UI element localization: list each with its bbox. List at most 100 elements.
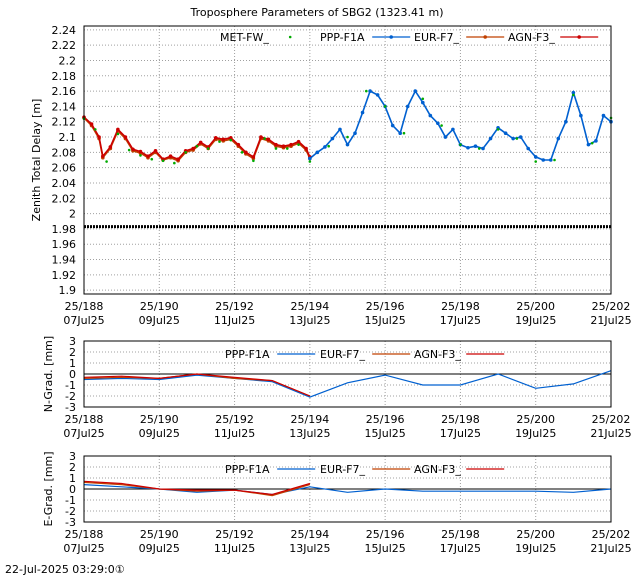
x-tick-label-top: 25/188 — [65, 300, 104, 313]
legend-label: AGN-F3_ — [414, 348, 461, 361]
ztd-panel: 1.91.921.941.961.9822.022.042.062.082.12… — [30, 24, 632, 327]
data-point-agn — [168, 154, 173, 158]
x-tick-label-bottom: 07Jul25 — [63, 427, 104, 440]
x-tick-label-top: 25/196 — [366, 413, 405, 426]
data-point-met — [402, 131, 406, 135]
x-tick-label-bottom: 15Jul25 — [365, 314, 406, 327]
data-point-agn — [108, 145, 113, 149]
data-point-agn — [266, 137, 271, 142]
data-point-met — [240, 151, 244, 154]
x-tick-label-top: 25/202 — [592, 528, 631, 541]
data-point-met — [184, 151, 187, 154]
legend-marker — [483, 35, 488, 39]
data-point-ppp — [338, 127, 342, 132]
data-point-met — [206, 147, 210, 150]
x-tick-label-bottom: 19Jul25 — [515, 427, 556, 440]
plot-frame — [83, 340, 612, 408]
x-tick-label-bottom: 09Jul25 — [139, 314, 180, 327]
data-point-ppp — [413, 89, 418, 93]
data-point-ppp — [451, 127, 455, 132]
y-tick-label: 1 — [69, 357, 76, 370]
y-tick-label: 2.08 — [52, 146, 77, 159]
data-point-agn — [153, 149, 158, 153]
y-tick-label: -1 — [65, 379, 76, 392]
y-tick-label: -3 — [65, 401, 76, 414]
data-point-ppp — [541, 158, 546, 162]
data-point-ppp — [571, 90, 576, 95]
data-point-met — [274, 147, 278, 150]
x-tick-label-bottom: 21Jul25 — [590, 542, 631, 555]
y-tick-label: -1 — [65, 494, 76, 507]
data-point-met — [229, 138, 233, 142]
data-point-ppp — [473, 144, 478, 149]
y-tick-label: 2.12 — [52, 116, 77, 129]
x-tick-label-bottom: 15Jul25 — [365, 542, 406, 555]
x-tick-label-bottom: 07Jul25 — [63, 314, 104, 327]
data-point-agn — [131, 147, 135, 152]
x-tick-label-bottom: 11Jul25 — [214, 314, 255, 327]
y-tick-label: 2.16 — [52, 85, 77, 98]
data-point-met — [105, 160, 108, 163]
series-line-eur — [83, 117, 311, 162]
x-tick-label-bottom: 17Jul25 — [440, 427, 481, 440]
data-point-met — [346, 135, 349, 139]
data-point-met — [440, 124, 443, 127]
x-tick-label-bottom: 11Jul25 — [214, 542, 255, 555]
legend-label: PPP-F1A — [225, 463, 270, 476]
data-point-agn — [101, 154, 105, 158]
series-line-eur — [83, 481, 311, 497]
data-point-met — [195, 144, 199, 148]
x-tick-label-bottom: 09Jul25 — [139, 427, 180, 440]
y-tick-label: 1.9 — [59, 284, 77, 297]
data-point-met — [139, 154, 142, 157]
x-tick-label-top: 25/190 — [140, 413, 179, 426]
data-point-met — [150, 157, 154, 161]
data-point-met — [553, 158, 556, 162]
data-point-ppp — [533, 155, 538, 159]
x-tick-label-bottom: 21Jul25 — [590, 314, 631, 327]
y-axis-label: E-Grad. [mm] — [42, 451, 55, 526]
x-tick-label-top: 25/194 — [291, 528, 330, 541]
data-point-ppp — [511, 136, 515, 141]
x-tick-label-bottom: 11Jul25 — [214, 427, 255, 440]
y-tick-label: 2 — [69, 346, 76, 359]
data-point-met — [496, 128, 500, 131]
data-point-ppp — [360, 110, 365, 115]
y-tick-label: 1.92 — [52, 269, 77, 282]
x-tick-label-top: 25/202 — [592, 300, 631, 313]
data-point-agn — [138, 149, 143, 154]
y-tick-label: 2.2 — [59, 54, 77, 67]
data-point-met — [161, 159, 165, 163]
data-point-agn — [236, 142, 241, 147]
chart-title: Troposphere Parameters of SBG2 (1323.41 … — [189, 6, 443, 19]
data-point-met — [327, 144, 330, 148]
data-point-met — [383, 105, 387, 108]
data-point-ppp — [315, 150, 320, 155]
x-tick-label-bottom: 13Jul25 — [289, 314, 330, 327]
x-tick-label-top: 25/190 — [140, 300, 179, 313]
y-tick-label: 1.96 — [52, 238, 77, 251]
y-tick-label: 1 — [69, 472, 76, 485]
y-tick-label: 2.14 — [52, 100, 77, 113]
data-point-ppp — [345, 142, 350, 147]
series-line-ppp — [83, 370, 612, 398]
data-point-agn — [259, 135, 263, 139]
legend-label: AGN-F3_ — [414, 463, 461, 476]
data-point-ppp — [586, 142, 591, 147]
data-point-agn — [89, 122, 94, 126]
data-point-ppp — [368, 89, 372, 93]
legend-label: EUR-F7_ — [414, 31, 459, 44]
x-tick-label-bottom: 15Jul25 — [365, 427, 406, 440]
y-tick-label: 2.22 — [52, 39, 77, 52]
data-point-agn — [97, 135, 101, 139]
x-tick-label-top: 25/188 — [65, 413, 104, 426]
x-tick-label-top: 25/200 — [516, 528, 555, 541]
series-line-agn — [83, 480, 311, 496]
series-line-agn — [83, 373, 311, 397]
data-point-met — [308, 160, 312, 163]
legend-marker — [389, 35, 394, 39]
data-point-agn — [116, 127, 120, 132]
data-point-ppp — [390, 123, 395, 128]
data-point-met — [297, 143, 300, 146]
